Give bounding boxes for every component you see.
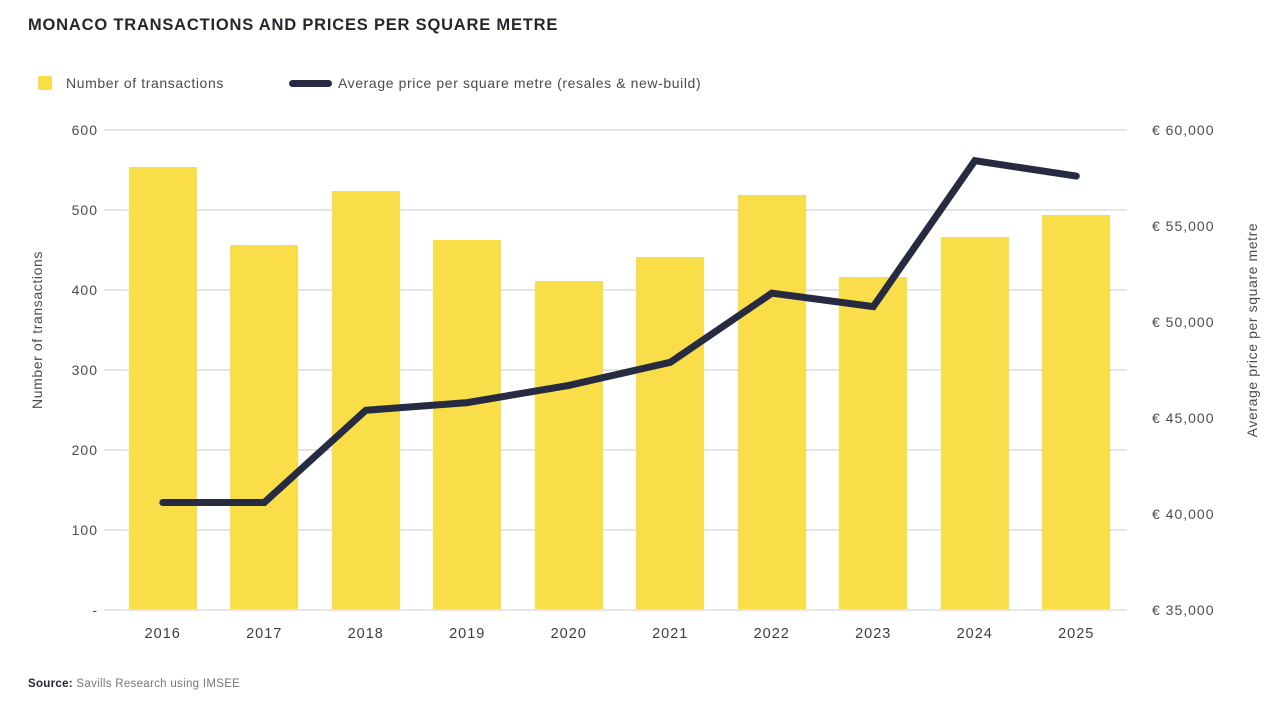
legend-line-label: Average price per square metre (resales …	[338, 75, 702, 91]
left-axis-tick-label: 100	[71, 522, 98, 538]
x-axis-label-2023: 2023	[855, 626, 892, 642]
x-axis-label-2025: 2025	[1058, 626, 1095, 642]
gridline	[104, 529, 1127, 531]
x-axis-label-2024: 2024	[956, 626, 993, 642]
price-line	[159, 156, 1080, 506]
price-line-chart	[159, 156, 1080, 506]
gridline	[104, 209, 1127, 211]
gridline	[104, 449, 1127, 451]
left-axis-tick-label: 300	[71, 362, 98, 378]
bar-2023	[839, 277, 908, 609]
source-note: Source: Savills Research using IMSEE	[28, 678, 240, 690]
bar-2017	[230, 245, 299, 609]
bar-2021	[636, 257, 705, 609]
bar-2025	[1042, 215, 1111, 609]
right-axis-title: Average price per square metre	[1244, 222, 1260, 438]
x-axis-label-2021: 2021	[652, 626, 689, 642]
chart-plot-area: 600 500 400 300 200 100 - € 60,000 € 55,000 € 50,…	[72, 122, 1214, 642]
source-label: Source:	[28, 678, 73, 690]
bar-2016	[128, 166, 197, 609]
left-axis-tick-label: -	[92, 602, 98, 618]
x-axis-label-2016: 2016	[144, 626, 181, 642]
right-axis-tick-label: € 60,000	[1152, 122, 1215, 138]
gridline	[104, 369, 1127, 371]
right-axis-tick-label: € 40,000	[1152, 506, 1215, 522]
bar-2018	[331, 191, 400, 609]
bar-2022	[737, 194, 806, 609]
bar-2020	[534, 281, 603, 609]
right-axis-tick-label: € 50,000	[1152, 314, 1215, 330]
source-text: Savills Research using IMSEE	[76, 678, 241, 690]
gridline	[104, 289, 1127, 291]
gridline	[104, 609, 1127, 611]
bar-2019	[433, 240, 502, 609]
right-axis-tick-label: € 35,000	[1152, 602, 1215, 618]
x-axis-label-2019: 2019	[449, 626, 486, 642]
x-axis-label-2020: 2020	[550, 626, 587, 642]
left-axis-title: Number of transactions	[29, 251, 45, 409]
right-axis-tick-label: € 45,000	[1152, 410, 1215, 426]
left-axis-tick-label: 500	[71, 202, 98, 218]
x-axis-label-2018: 2018	[347, 626, 384, 642]
x-axis-label-2017: 2017	[246, 626, 283, 642]
bar-2024	[940, 237, 1009, 609]
gridline	[104, 129, 1127, 131]
legend-bar-swatch-icon	[38, 76, 52, 90]
x-axis-label-2022: 2022	[753, 626, 790, 642]
right-axis-tick-label: € 55,000	[1152, 218, 1215, 234]
left-axis-tick-label: 200	[71, 442, 98, 458]
left-axis-tick-label: 400	[71, 282, 98, 298]
legend-line-swatch-icon	[289, 80, 332, 87]
left-axis-tick-label: 600	[71, 122, 98, 138]
page-title: MONACO TRANSACTIONS AND PRICES PER SQUAR…	[28, 16, 559, 34]
legend-bar-label: Number of transactions	[66, 75, 224, 91]
